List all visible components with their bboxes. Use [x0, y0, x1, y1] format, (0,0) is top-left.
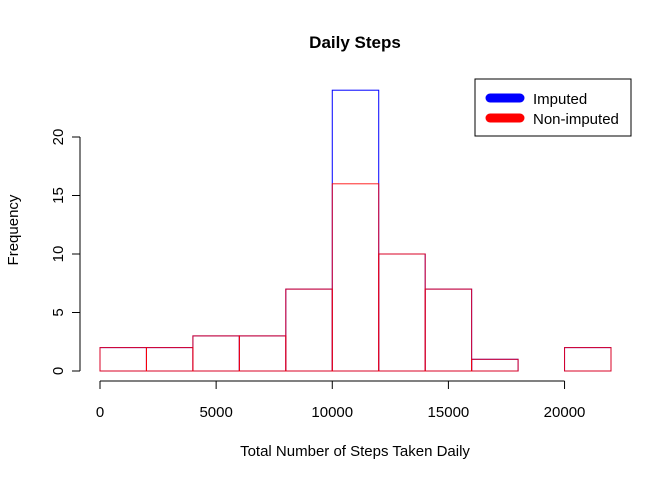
bar-non-imputed-6	[378, 253, 426, 372]
legend-label-imputed: Imputed	[533, 91, 587, 108]
bar-non-imputed-5	[331, 183, 380, 372]
x-tick-label: 20000	[544, 404, 586, 421]
y-tick-label: 0	[50, 367, 67, 375]
x-axis: 0 5000 10000 15000 20000	[96, 380, 586, 421]
y-tick-label: 10	[50, 246, 67, 263]
y-tick-label: 15	[50, 187, 67, 204]
bar-imputed-1	[145, 347, 194, 372]
bar-non-imputed-1	[145, 347, 194, 372]
bar-imputed-0	[99, 347, 147, 372]
bar-non-imputed-2	[192, 335, 240, 372]
bar-non-imputed-7	[424, 288, 473, 372]
chart-title: Daily Steps	[309, 33, 401, 52]
legend-label-non-imputed: Non-imputed	[533, 111, 619, 128]
y-axis-label: Frequency	[5, 194, 22, 265]
x-tick-label: 0	[96, 404, 104, 421]
bar-imputed-5	[331, 89, 380, 372]
bar-imputed-8	[471, 358, 519, 372]
bar-imputed-4	[285, 288, 333, 372]
y-tick-label: 20	[50, 129, 67, 146]
y-tick-label: 5	[50, 308, 67, 316]
bar-imputed-6	[378, 253, 426, 372]
bar-non-imputed-4	[285, 288, 333, 372]
bar-non-imputed-8	[471, 358, 519, 372]
series-non-imputed	[99, 183, 612, 372]
y-axis: 0 5 10 15 20	[50, 129, 81, 375]
x-tick-label: 10000	[311, 404, 353, 421]
x-axis-label: Total Number of Steps Taken Daily	[240, 443, 470, 460]
bar-imputed-3	[238, 335, 287, 372]
legend: Imputed Non-imputed	[474, 78, 632, 137]
legend-box	[474, 78, 632, 137]
bar-imputed-2	[192, 335, 240, 372]
bar-non-imputed-10	[564, 347, 612, 372]
bar-imputed-7	[424, 288, 473, 372]
bar-imputed-10	[564, 347, 612, 372]
bar-non-imputed-3	[238, 335, 287, 372]
bar-non-imputed-0	[99, 347, 147, 372]
x-tick-label: 5000	[199, 404, 232, 421]
x-tick-label: 15000	[428, 404, 470, 421]
